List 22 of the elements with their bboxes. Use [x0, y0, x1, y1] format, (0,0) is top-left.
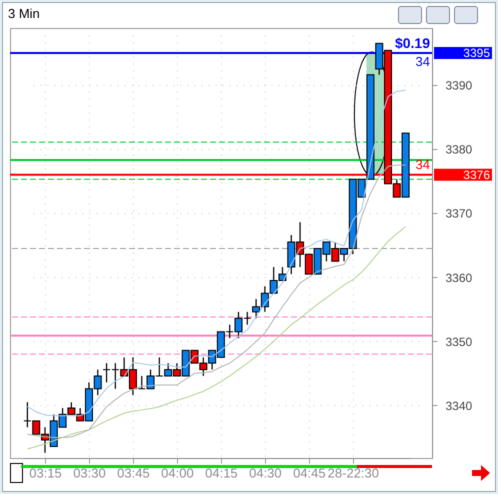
annotation: 34 — [416, 156, 430, 172]
y-tick-label: 3370 — [446, 206, 473, 221]
x-tick-label: 04:30 — [249, 466, 282, 480]
ref-line-label: 3395 — [463, 46, 490, 60]
x-tick-label: 04:45 — [293, 466, 326, 480]
chart-title: 3 Min — [8, 6, 40, 21]
annotation: 34 — [416, 54, 430, 69]
y-tick-label: 3350 — [446, 334, 473, 349]
x-tick-label: 03:15 — [29, 466, 62, 480]
x-tick-label: 28-22:30 — [328, 466, 379, 480]
x-tick-label: 03:45 — [117, 466, 150, 480]
y-tick-label: 3360 — [446, 270, 473, 285]
y-tick-label: 3340 — [446, 398, 473, 413]
x-tick-label: 04:00 — [161, 466, 194, 480]
line-series — [26, 226, 406, 450]
candlestick — [102, 362, 111, 383]
annotation: $0.19 — [394, 34, 430, 51]
y-tick-label: 3390 — [446, 78, 473, 93]
x-tick-label: 04:15 — [205, 466, 238, 480]
ref-line-label: 3376 — [463, 168, 490, 182]
x-tick-label: 03:30 — [73, 466, 106, 480]
y-tick-label: 3380 — [446, 142, 473, 157]
